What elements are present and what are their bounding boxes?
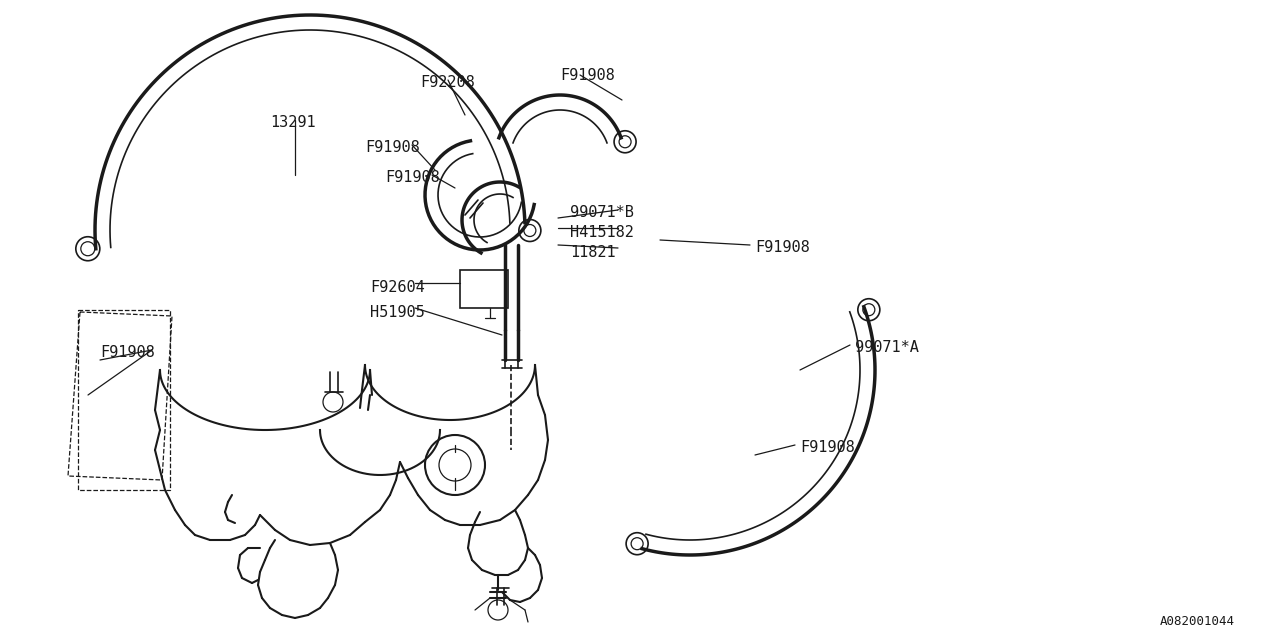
Text: F91908: F91908 xyxy=(800,440,855,455)
Text: 13291: 13291 xyxy=(270,115,316,130)
Text: F92604: F92604 xyxy=(370,280,425,295)
Text: H51905: H51905 xyxy=(370,305,425,320)
Text: A082001044: A082001044 xyxy=(1160,615,1235,628)
Text: 11821: 11821 xyxy=(570,245,616,260)
Text: F91908: F91908 xyxy=(365,140,420,155)
Text: F91908: F91908 xyxy=(755,240,810,255)
Text: 99071*B: 99071*B xyxy=(570,205,634,220)
Text: F92208: F92208 xyxy=(420,75,475,90)
Bar xyxy=(460,270,508,308)
Text: H415182: H415182 xyxy=(570,225,634,240)
Text: 99071*A: 99071*A xyxy=(855,340,919,355)
Text: F91908: F91908 xyxy=(561,68,614,83)
Text: F91908: F91908 xyxy=(100,345,155,360)
Text: F91908: F91908 xyxy=(385,170,440,185)
